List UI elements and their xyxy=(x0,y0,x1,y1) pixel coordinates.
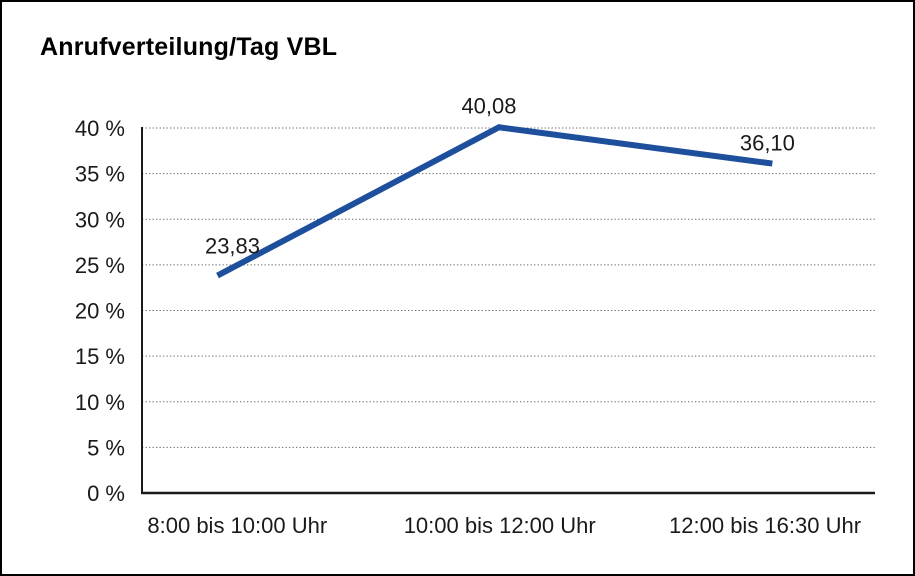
y-tick-label: 20 % xyxy=(75,299,125,324)
x-axis-label: 12:00 bis 16:30 Uhr xyxy=(669,513,861,538)
y-tick-label: 10 % xyxy=(75,390,125,415)
y-tick-label: 35 % xyxy=(75,162,125,187)
y-tick-label: 5 % xyxy=(87,435,125,460)
x-axis-label: 10:00 bis 12:00 Uhr xyxy=(404,513,596,538)
series-line xyxy=(216,124,773,279)
y-tick-label: 0 % xyxy=(87,481,125,506)
data-point-label: 23,83 xyxy=(205,234,260,259)
data-point-label: 36,10 xyxy=(740,131,795,156)
y-tick-label: 25 % xyxy=(75,253,125,278)
data-point-label: 40,08 xyxy=(461,93,516,118)
y-tick-label: 15 % xyxy=(75,344,125,369)
y-tick-label: 40 % xyxy=(75,116,125,141)
chart-title: Anrufverteilung/Tag VBL xyxy=(40,33,338,61)
y-tick-label: 30 % xyxy=(75,207,125,232)
x-axis-label: 8:00 bis 10:00 Uhr xyxy=(147,513,327,538)
